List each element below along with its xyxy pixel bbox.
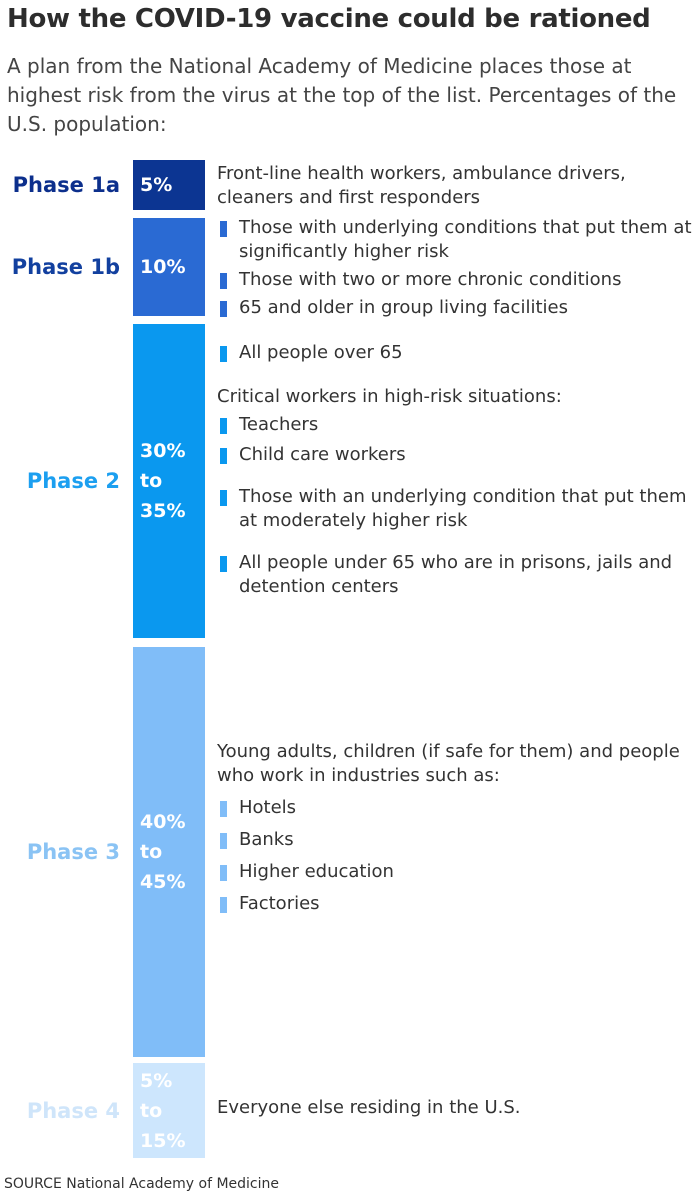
phase-bar: 10% <box>133 218 205 316</box>
bullet-marker <box>220 897 227 913</box>
share-text: 45% <box>140 871 186 893</box>
share-text: 5% <box>140 1069 173 1092</box>
bullet-marker <box>220 221 227 237</box>
bullet-item: Factories <box>217 892 695 916</box>
bullet-marker <box>220 448 227 464</box>
description: Everyone else residing in the U.S. <box>217 1097 521 1118</box>
subtitle: A plan from the National Academy of Medi… <box>7 54 677 136</box>
bullet-item: All people over 65 <box>217 341 695 365</box>
share-text: 30% <box>140 440 186 462</box>
bullet-text: Those with two or more chronic condition… <box>239 269 622 290</box>
share-text: 10% <box>140 256 186 278</box>
bullet-marker <box>220 301 227 317</box>
phase-label: Phase 1b <box>11 255 120 279</box>
share-text: 15% <box>140 1129 186 1152</box>
phase-bar: 30% to 35% <box>133 324 205 638</box>
bullet-item: 65 and older in group living facilities <box>217 296 695 320</box>
share-text: to <box>140 1099 163 1122</box>
bullet-item: Those with an underlying condition that … <box>217 485 695 533</box>
bullet-text: Hotels <box>239 797 297 818</box>
share-text: 40% <box>140 811 186 833</box>
title: How the COVID-19 vaccine could be ration… <box>7 4 651 34</box>
bullet-marker <box>220 801 227 817</box>
bullet-item: Banks <box>217 828 695 852</box>
bullet-text: Banks <box>239 829 294 850</box>
bullet-text: Those with an underlying condition that … <box>239 486 687 531</box>
description: Critical workers in high-risk situations… <box>217 386 562 407</box>
bullet-item: Child care workers <box>217 443 695 467</box>
phase-content: Everyone else residing in the U.S. <box>217 1096 695 1120</box>
bullet-marker <box>220 833 227 849</box>
bullet-marker <box>220 346 227 362</box>
phase-bar: 5% <box>133 160 205 210</box>
share-text: to <box>140 841 163 863</box>
bullet-text: Child care workers <box>239 444 406 465</box>
bullet-text: All people over 65 <box>239 342 403 363</box>
phase-content: All people over 65 Critical workers in hi… <box>217 341 695 599</box>
bullet-item: Those with two or more chronic condition… <box>217 268 695 292</box>
bullet-text: 65 and older in group living facilities <box>239 297 568 318</box>
source: SOURCE National Academy of Medicine <box>4 1176 280 1192</box>
description: Front-line health workers, ambulance dri… <box>217 163 626 208</box>
bullet-marker <box>220 273 227 289</box>
bullet-marker <box>220 418 227 434</box>
phase-label: Phase 1a <box>12 173 120 197</box>
phase-bar: 5% to 15% <box>133 1063 205 1158</box>
bullet-text: Higher education <box>239 861 394 882</box>
bullet-item: Higher education <box>217 860 695 884</box>
bullet-marker <box>220 490 227 506</box>
phase-label: Phase 4 <box>26 1098 120 1123</box>
share-text: 5% <box>140 174 173 196</box>
phase-content: Young adults, children (if safe for them… <box>217 740 695 916</box>
text-block: Front-line health workers, ambulance dri… <box>217 162 695 210</box>
bullet-marker <box>220 865 227 881</box>
bullet-item: Those with underlying conditions that pu… <box>217 216 695 264</box>
phase-content: Those with underlying conditions that pu… <box>217 216 695 320</box>
text-block: Young adults, children (if safe for them… <box>217 740 695 788</box>
text-block: Critical workers in high-risk situations… <box>217 385 695 409</box>
phase-label: Phase 2 <box>26 469 120 493</box>
phase-bar: 40% to 45% <box>133 647 205 1057</box>
phase-label: Phase 3 <box>26 840 120 864</box>
share-text: 35% <box>140 500 186 522</box>
phase-content: Front-line health workers, ambulance dri… <box>217 162 695 210</box>
bullet-text: All people under 65 who are in prisons, … <box>239 552 673 597</box>
bullet-text: Those with underlying conditions that pu… <box>239 217 692 262</box>
bullet-item: All people under 65 who are in prisons, … <box>217 551 695 599</box>
bullet-item: Teachers <box>217 413 695 437</box>
description: Young adults, children (if safe for them… <box>217 741 680 786</box>
share-text: to <box>140 470 163 492</box>
bullet-item: Hotels <box>217 796 695 820</box>
text-block: Everyone else residing in the U.S. <box>217 1096 695 1120</box>
bullet-text: Teachers <box>239 414 319 435</box>
bullet-marker <box>220 556 227 572</box>
bullet-text: Factories <box>239 893 320 914</box>
